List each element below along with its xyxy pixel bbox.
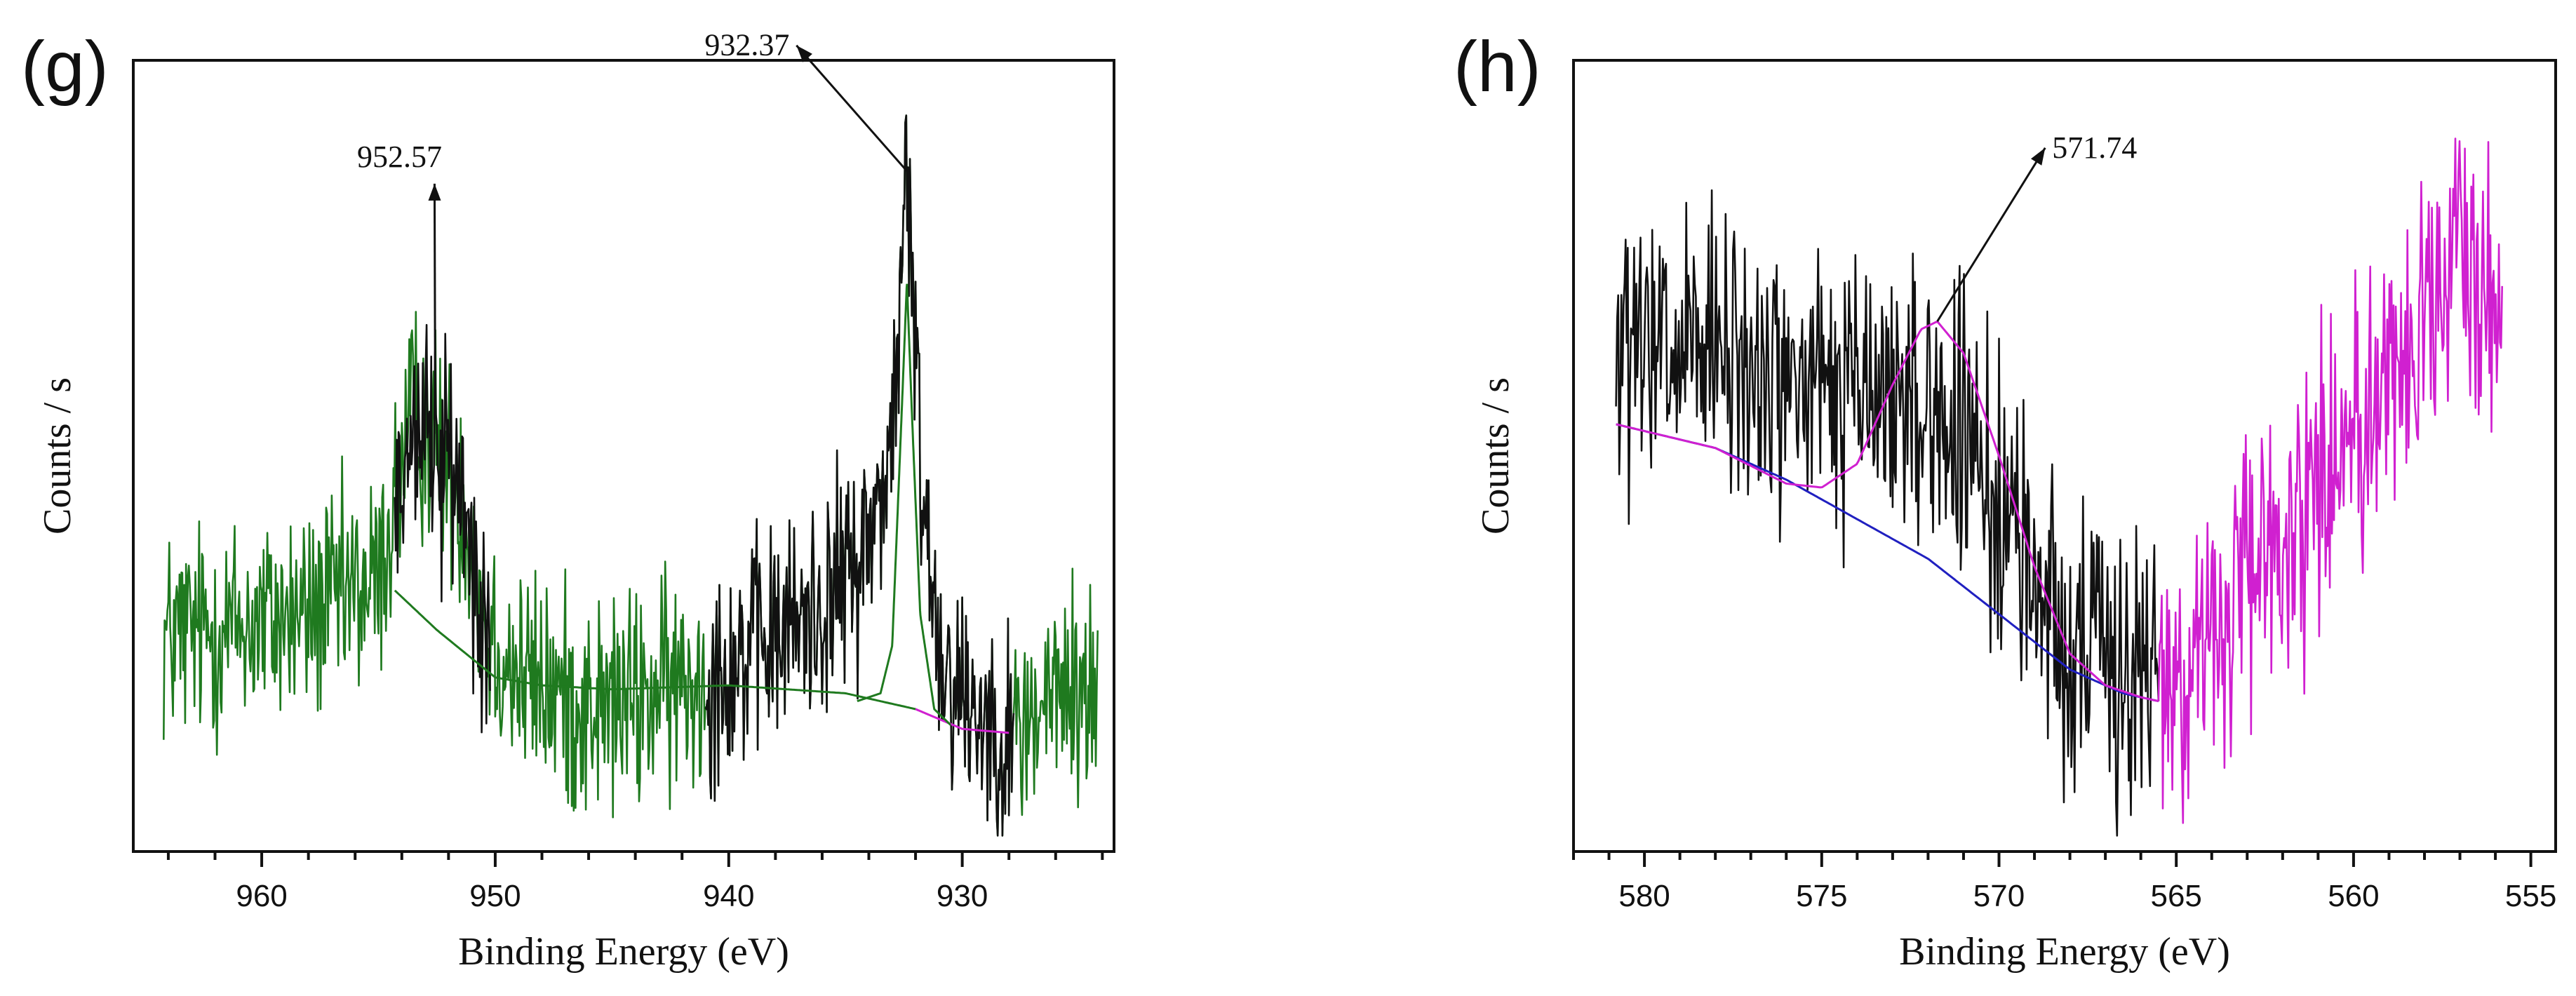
- fit-curve: [857, 283, 952, 726]
- x-tick-label: 560: [2328, 879, 2379, 913]
- annotation-label: 952.57: [357, 140, 442, 174]
- annotation-arrowhead: [428, 183, 441, 201]
- fit-curve: [1616, 321, 2159, 703]
- panel-g: (g) 960 950 940 930 Binding Energy (eV) …: [21, 27, 1115, 974]
- fit-curve: [394, 589, 916, 711]
- annotation: 952.57: [357, 140, 442, 401]
- x-tick-label: 940: [703, 879, 754, 913]
- x-tick-label: 930: [937, 879, 988, 913]
- panel-h: (h) 580 575 570 565 560 555 Binding Ener…: [1454, 27, 2557, 974]
- series-trace: [394, 323, 491, 734]
- annotation-leader-line: [433, 183, 436, 401]
- annotation-arrowhead: [796, 45, 812, 62]
- panel-g-traces: [163, 114, 1099, 837]
- panel-g-y-axis-label: Counts / s: [36, 377, 79, 534]
- panel-h-traces: [1615, 137, 2503, 837]
- panel-h-fits: [1616, 321, 2159, 703]
- panel-g-plot-frame: [132, 59, 1115, 853]
- x-tick-label: 565: [2150, 879, 2201, 913]
- annotation-leader-line: [1936, 147, 2046, 323]
- annotation: 932.37: [704, 28, 908, 172]
- annotation: 571.74: [1936, 130, 2137, 323]
- x-tick-label: 570: [1973, 879, 2025, 913]
- series-trace: [704, 114, 1015, 837]
- annotation-label: 932.37: [704, 28, 789, 62]
- panel-g-x-tick-labels: 960 950 940 930: [236, 879, 988, 913]
- panel-g-fits: [394, 283, 1009, 734]
- panel-h-x-axis-label: Binding Energy (eV): [1899, 930, 2230, 974]
- x-tick-label: 555: [2505, 879, 2556, 913]
- panel-h-annotations: 571.74: [1936, 130, 2137, 323]
- panel-h-x-tick-labels: 580 575 570 565 560 555: [1618, 879, 2556, 913]
- x-tick-label: 960: [236, 879, 287, 913]
- panel-label-h: (h): [1454, 27, 1541, 107]
- series-trace: [2157, 137, 2503, 824]
- panel-h-x-ticks: [1572, 852, 2533, 867]
- x-tick-label: 575: [1796, 879, 1847, 913]
- annotation-arrowhead: [2030, 147, 2046, 166]
- annotation-label: 571.74: [2052, 130, 2137, 165]
- panel-g-annotations: 952.57 932.37: [357, 28, 908, 401]
- panel-g-x-ticks: [166, 852, 1104, 867]
- series-trace: [1615, 189, 2160, 837]
- x-tick-label: 580: [1618, 879, 1670, 913]
- panel-g-x-axis-label: Binding Energy (eV): [458, 930, 789, 974]
- panel-h-plot-frame: [1572, 59, 2557, 853]
- panel-label-g: (g): [21, 27, 109, 107]
- annotation-leader-line: [796, 44, 908, 172]
- panel-h-y-axis-label: Counts / s: [1474, 377, 1517, 534]
- fit-curve: [915, 708, 1009, 734]
- x-tick-label: 950: [469, 879, 521, 913]
